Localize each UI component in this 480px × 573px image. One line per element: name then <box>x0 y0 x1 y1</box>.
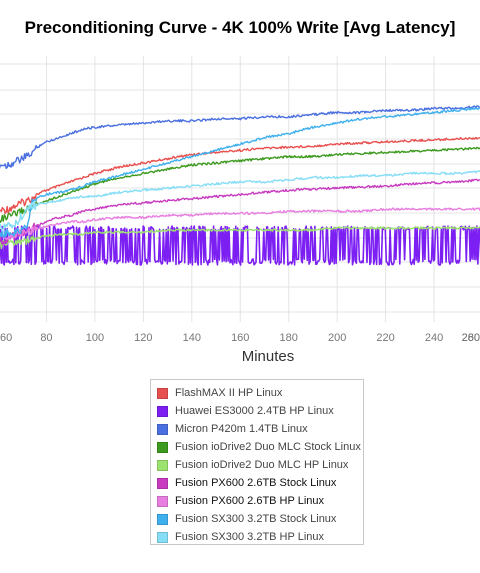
legend-item[interactable]: Fusion SX300 3.2TB Stock Linux <box>151 510 363 528</box>
x-tick-label: 220 <box>376 332 394 344</box>
x-tick-label: 180 <box>280 332 298 344</box>
x-tick-label: 260 <box>462 332 480 344</box>
legend-label: Fusion PX600 2.6TB HP Linux <box>175 495 324 507</box>
x-tick-label: 100 <box>86 332 104 344</box>
chart-title: Preconditioning Curve - 4K 100% Write [A… <box>24 18 456 37</box>
legend-swatch <box>157 423 168 435</box>
x-axis-title: Minutes <box>241 348 295 365</box>
legend-label: Fusion SX300 3.2TB HP Linux <box>175 531 324 543</box>
x-tick-label: 140 <box>183 332 201 344</box>
series-line <box>0 107 480 238</box>
legend-item[interactable]: Fusion SX300 3.2TB HP Linux <box>151 528 363 546</box>
legend-item[interactable]: Huawei ES3000 2.4TB HP Linux <box>151 402 363 420</box>
legend-label: Huawei ES3000 2.4TB HP Linux <box>175 405 334 417</box>
x-tick-label: 80 <box>40 332 52 344</box>
series-line <box>0 178 480 245</box>
legend-item[interactable]: Fusion ioDrive2 Duo MLC HP Linux <box>151 456 363 474</box>
legend-swatch <box>157 477 168 489</box>
series-lines <box>0 105 480 266</box>
legend-swatch <box>157 405 168 417</box>
legend-label: Fusion ioDrive2 Duo MLC Stock Linux <box>175 441 361 453</box>
legend-label: Fusion ioDrive2 Duo MLC HP Linux <box>175 459 349 471</box>
x-tick-label: 200 <box>328 332 346 344</box>
legend-swatch <box>157 387 168 399</box>
legend-swatch <box>157 441 168 453</box>
legend-label: Micron P420m 1.4TB Linux <box>175 423 308 435</box>
legend-item[interactable]: FlashMAX II HP Linux <box>151 384 363 402</box>
legend-swatch <box>157 459 168 471</box>
series-line <box>0 207 480 240</box>
legend-swatch <box>157 513 168 525</box>
legend-item[interactable]: Fusion PX600 2.6TB Stock Linux <box>151 474 363 492</box>
grid-lines <box>0 56 480 322</box>
legend-swatch <box>157 495 168 507</box>
legend-label: FlashMAX II HP Linux <box>175 387 283 399</box>
x-tick-label: 160 <box>231 332 249 344</box>
legend: FlashMAX II HP Linux Huawei ES3000 2.4TB … <box>150 379 364 545</box>
legend-swatch <box>157 531 168 543</box>
legend-label: Fusion SX300 3.2TB Stock Linux <box>175 513 337 525</box>
x-tick-label: 120 <box>134 332 152 344</box>
series-line <box>0 226 480 250</box>
series-line <box>0 170 480 232</box>
x-tick-label: 60 <box>0 332 12 344</box>
legend-item[interactable]: Micron P420m 1.4TB Linux <box>151 420 363 438</box>
legend-item[interactable]: Fusion PX600 2.6TB HP Linux <box>151 492 363 510</box>
x-tick-label: 280 <box>462 332 480 344</box>
legend-item[interactable]: Fusion ioDrive2 Duo MLC Stock Linux <box>151 438 363 456</box>
x-tick-label: 240 <box>425 332 443 344</box>
series-line <box>0 225 480 266</box>
legend-label: Fusion PX600 2.6TB Stock Linux <box>175 477 337 489</box>
series-line <box>0 136 480 215</box>
series-line <box>0 146 480 223</box>
series-line <box>0 105 480 169</box>
